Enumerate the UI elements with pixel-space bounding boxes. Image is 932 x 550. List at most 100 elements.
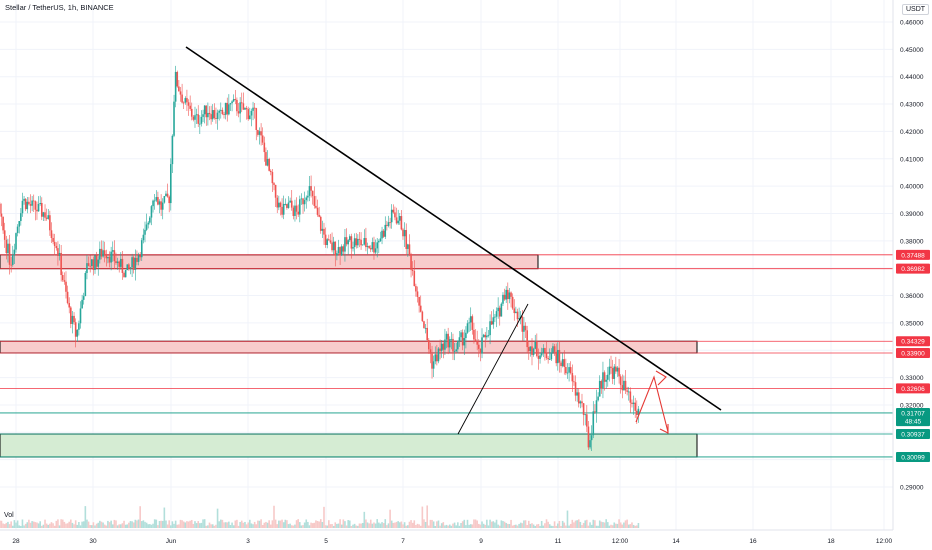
candle-body — [573, 381, 575, 383]
candle-body — [458, 337, 461, 341]
volume-bar — [603, 522, 606, 528]
price-tick-label: 0.35000 — [900, 320, 924, 327]
candle-body — [503, 294, 506, 300]
volume-bar — [231, 522, 233, 528]
candle-body — [194, 115, 196, 120]
volume-bar — [534, 525, 537, 528]
volume-bar — [352, 524, 354, 528]
volume-bar — [31, 521, 33, 528]
candle-body — [594, 411, 596, 413]
candle-body — [158, 201, 161, 205]
volume-bar — [442, 522, 445, 528]
candle-body — [118, 261, 120, 267]
volume-bar — [84, 506, 87, 528]
volume-bar — [627, 524, 630, 528]
time-tick-label: 12:00 — [612, 538, 629, 545]
candle-body — [297, 211, 299, 215]
volume-bar — [429, 519, 432, 528]
candle-body — [76, 329, 79, 337]
candle-body — [128, 264, 130, 269]
price-level-value: 0.30099 — [901, 454, 925, 461]
resistance-zone-middle — [0, 340, 698, 354]
volume-bar — [79, 525, 82, 528]
candle-body — [263, 142, 266, 153]
volume-bar — [424, 521, 427, 528]
volume-bar — [486, 519, 488, 528]
candle-body — [402, 229, 404, 237]
candle-body — [537, 355, 540, 359]
candle-body — [494, 316, 496, 318]
price-level-value: 48:45 — [905, 419, 922, 426]
candle-body — [124, 269, 127, 278]
candle-body — [387, 222, 390, 226]
candle-body — [74, 322, 77, 337]
candle-body — [36, 209, 38, 212]
volume-bar — [189, 520, 191, 528]
volume-bar — [584, 520, 587, 528]
volume-bar — [473, 519, 475, 528]
volume-bar — [108, 522, 111, 528]
candle-body — [126, 264, 129, 270]
volume-bar — [289, 523, 291, 528]
volume-bar — [311, 523, 314, 528]
price-level-tag — [896, 383, 930, 394]
candle-body — [305, 197, 308, 201]
volume-bar — [55, 520, 58, 528]
candle-body — [20, 213, 22, 222]
candle-body — [316, 207, 319, 215]
candle-body — [244, 107, 246, 110]
price-level-tag — [896, 451, 930, 462]
volume-bar — [102, 522, 104, 528]
volume-bar — [529, 523, 532, 528]
volume-bar — [287, 524, 290, 528]
candle-body — [202, 114, 204, 117]
currency-badge[interactable]: USDT — [902, 4, 930, 15]
projection-arrowhead-down — [659, 424, 669, 434]
candle-body — [576, 392, 578, 396]
volume-bar — [436, 521, 438, 528]
volume-bar — [73, 524, 75, 528]
candle-body — [31, 200, 33, 206]
candle-body — [47, 215, 50, 219]
volume-bar — [621, 524, 624, 528]
candle-body — [408, 244, 411, 255]
candle-body — [174, 71, 177, 102]
time-tick-label: 7 — [401, 538, 405, 545]
volume-bar — [605, 519, 607, 528]
candle-body — [63, 280, 66, 282]
volume-bar — [615, 523, 617, 528]
volume-bar — [569, 523, 572, 528]
volume-bar — [626, 519, 628, 528]
volume-bar — [408, 521, 411, 528]
volume-bar — [560, 525, 562, 528]
candle-body — [315, 205, 317, 208]
volume-bar — [502, 521, 504, 528]
candle-body — [132, 257, 135, 270]
candle-body — [508, 292, 511, 300]
candle-body — [606, 374, 609, 380]
candle-body — [629, 391, 632, 403]
candle-body — [611, 368, 614, 379]
volume-bar — [344, 521, 346, 528]
candle-body — [590, 435, 593, 441]
candle-body — [328, 239, 330, 241]
candle-body — [24, 198, 27, 210]
candle-body — [120, 258, 122, 267]
volume-bar — [537, 523, 540, 528]
volume-bar — [210, 524, 212, 528]
candle-body — [477, 344, 480, 349]
volume-bar — [571, 519, 574, 528]
candle-body — [600, 380, 603, 389]
candle-body — [173, 101, 175, 136]
volume-bar — [447, 525, 449, 528]
time-axis[interactable]: 28 30 Jun 3 5 7 9 11 12:00 14 16 18 12:00 — [12, 538, 892, 545]
volume-bar — [207, 525, 209, 528]
volume-bar — [397, 521, 399, 528]
volume-bar — [503, 521, 506, 528]
volume-bar — [229, 525, 232, 528]
candle-body — [58, 252, 61, 256]
volume-bar — [208, 522, 211, 528]
volume-bar — [452, 523, 454, 528]
candle-body — [131, 257, 133, 268]
